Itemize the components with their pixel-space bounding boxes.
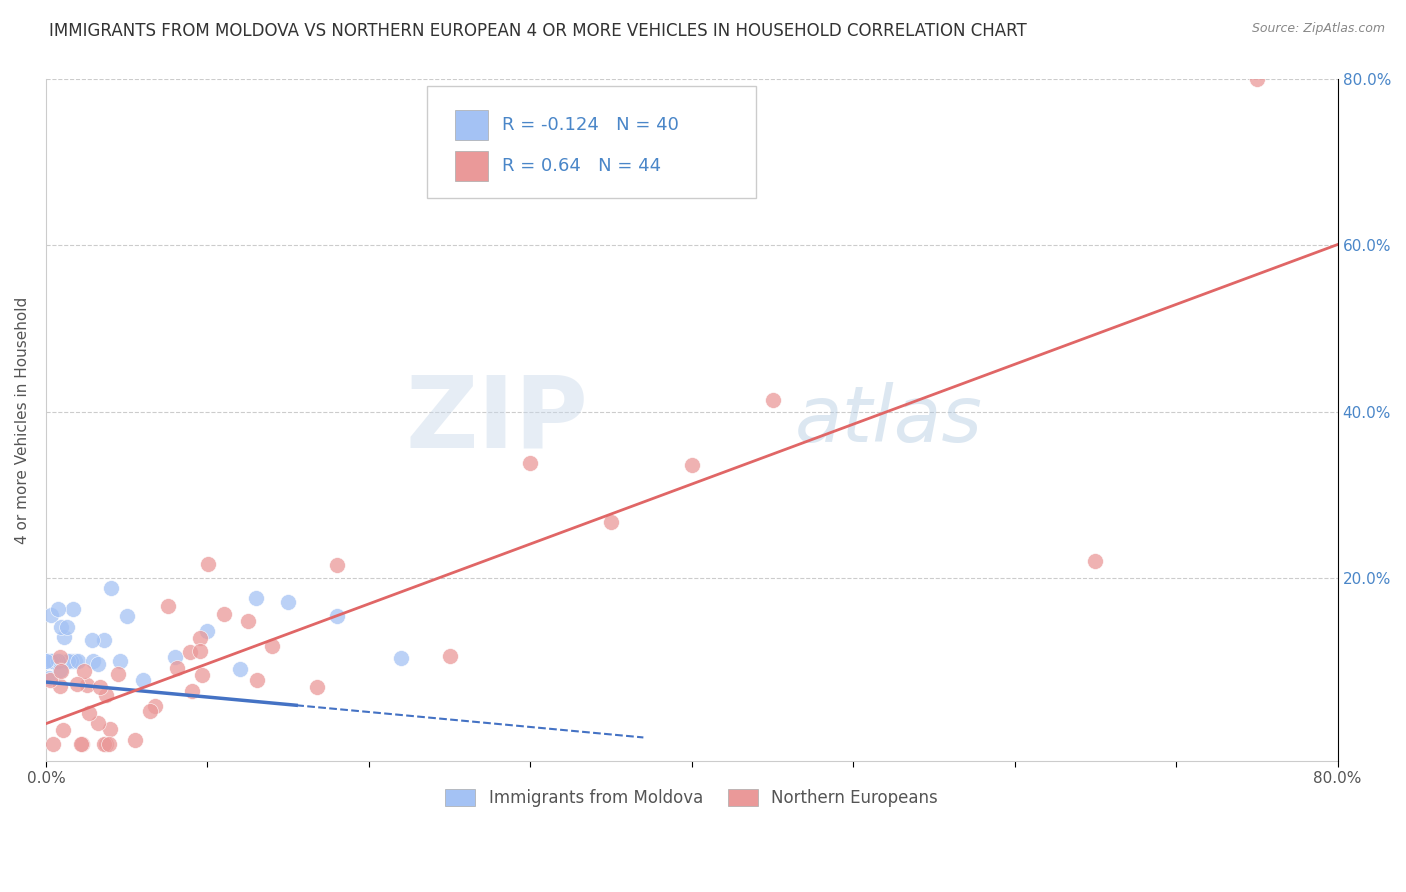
- Point: [93, 738, 115, 752]
- Point: [35, 654, 58, 668]
- Point: [94, 689, 117, 703]
- Point: [41, 654, 63, 668]
- Point: [179, 645, 201, 659]
- Point: [236, 614, 259, 628]
- Point: [82, 633, 104, 648]
- Point: [77, 706, 100, 720]
- Point: [165, 650, 187, 665]
- Text: IMMIGRANTS FROM MOLDOVA VS NORTHERN EUROPEAN 4 OR MORE VEHICLES IN HOUSEHOLD COR: IMMIGRANTS FROM MOLDOVA VS NORTHERN EURO…: [49, 22, 1026, 40]
- Point: [41, 654, 63, 668]
- FancyBboxPatch shape: [427, 86, 756, 198]
- Point: [188, 632, 211, 646]
- Point: [42, 738, 65, 752]
- Point: [87, 657, 110, 671]
- Point: [100, 581, 122, 595]
- Point: [1246, 72, 1268, 87]
- Point: [70, 738, 93, 752]
- Point: [51, 664, 73, 678]
- Point: [245, 591, 267, 605]
- Bar: [456, 151, 488, 181]
- Point: [46, 602, 69, 616]
- Point: [49, 649, 72, 664]
- Point: [56, 620, 79, 634]
- Point: [48, 654, 70, 668]
- Point: [48, 679, 70, 693]
- Point: [39, 673, 62, 688]
- Point: [49, 663, 72, 677]
- Point: [197, 557, 219, 571]
- Point: [1084, 554, 1107, 568]
- Legend: Immigrants from Moldova, Northern Europeans: Immigrants from Moldova, Northern Europe…: [439, 782, 945, 814]
- Point: [519, 457, 541, 471]
- Point: [325, 608, 347, 623]
- Point: [69, 738, 91, 752]
- Point: [389, 651, 412, 665]
- Point: [51, 620, 73, 634]
- Point: [228, 662, 250, 676]
- Point: [48, 654, 70, 668]
- Point: [46, 654, 69, 668]
- Point: [681, 458, 703, 472]
- Point: [38, 671, 60, 685]
- Point: [52, 723, 75, 738]
- Bar: [456, 110, 488, 140]
- Point: [260, 639, 283, 653]
- Point: [82, 654, 104, 668]
- Point: [65, 654, 87, 668]
- Point: [56, 654, 79, 668]
- Point: [37, 654, 59, 668]
- Point: [44, 654, 66, 668]
- Point: [143, 698, 166, 713]
- Point: [62, 602, 84, 616]
- Text: Source: ZipAtlas.com: Source: ZipAtlas.com: [1251, 22, 1385, 36]
- Point: [132, 673, 155, 687]
- Point: [37, 654, 59, 668]
- Point: [66, 676, 89, 690]
- Point: [76, 678, 98, 692]
- Point: [139, 705, 162, 719]
- Point: [46, 654, 69, 668]
- Point: [197, 624, 219, 639]
- Point: [37, 654, 59, 668]
- Text: ZIP: ZIP: [405, 372, 589, 468]
- Point: [73, 664, 96, 678]
- Point: [52, 630, 75, 644]
- Point: [49, 654, 72, 668]
- Point: [93, 632, 115, 647]
- Point: [307, 680, 329, 694]
- Point: [100, 722, 122, 736]
- Point: [600, 515, 623, 529]
- Point: [439, 648, 461, 663]
- Point: [761, 393, 783, 408]
- Point: [39, 654, 62, 668]
- Point: [166, 661, 188, 675]
- Point: [89, 681, 111, 695]
- Point: [191, 667, 214, 681]
- Point: [246, 673, 269, 687]
- Point: [107, 667, 129, 681]
- Y-axis label: 4 or more Vehicles in Household: 4 or more Vehicles in Household: [15, 296, 30, 543]
- Point: [277, 595, 299, 609]
- Point: [108, 654, 131, 668]
- Point: [66, 654, 89, 668]
- Point: [214, 607, 236, 621]
- Text: atlas: atlas: [796, 382, 983, 458]
- Point: [180, 684, 202, 698]
- Point: [87, 716, 110, 731]
- Point: [59, 654, 82, 668]
- Point: [157, 599, 180, 614]
- Point: [97, 738, 120, 752]
- Point: [124, 732, 146, 747]
- Text: R = -0.124   N = 40: R = -0.124 N = 40: [502, 116, 679, 135]
- Point: [325, 558, 347, 573]
- Point: [96, 738, 118, 752]
- Point: [188, 644, 211, 658]
- Text: R = 0.64   N = 44: R = 0.64 N = 44: [502, 157, 661, 176]
- Point: [115, 609, 138, 624]
- Point: [39, 607, 62, 622]
